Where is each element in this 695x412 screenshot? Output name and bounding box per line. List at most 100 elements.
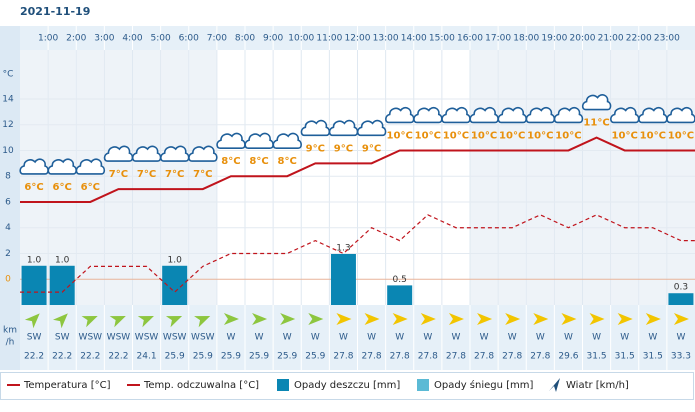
wind-speed: 27.8 (474, 352, 494, 362)
wind-direction: W (283, 333, 292, 343)
wind-speed: 31.5 (643, 352, 663, 362)
hour-label: 17:00 (485, 34, 511, 44)
rain-bar (162, 265, 188, 305)
wind-direction: W (255, 333, 264, 343)
wind-speed: 27.8 (390, 352, 410, 362)
wind-speed: 27.8 (530, 352, 550, 362)
wind-speed: 25.9 (221, 352, 241, 362)
hour-label: 18:00 (513, 34, 539, 44)
temperature-label: 9°C (334, 143, 353, 154)
hour-label: 19:00 (541, 34, 567, 44)
cloud (188, 145, 218, 162)
y-tick-label: 4 (5, 223, 11, 233)
wind-direction: SW (55, 333, 70, 343)
hour-label: 10:00 (288, 34, 314, 44)
arrow-shape (165, 315, 183, 328)
temperature-line (20, 136, 695, 203)
rain-label: 1.0 (27, 255, 42, 265)
wind-direction: SW (27, 333, 42, 343)
wind-speed: 27.8 (418, 352, 438, 362)
arrow-shape (392, 313, 408, 325)
temperature-label: 7°C (109, 169, 128, 180)
rain-bar (330, 254, 356, 305)
cloud (272, 132, 302, 150)
arrow-shape (561, 313, 577, 325)
wind-direction: WSW (135, 333, 159, 343)
wind-arrow (165, 315, 183, 328)
wind-speed: 27.8 (502, 352, 522, 362)
wind-speed: 22.2 (108, 352, 128, 362)
wind-speed: 25.9 (165, 352, 185, 362)
hour-label: 6:00 (179, 34, 199, 44)
weather-icon (188, 145, 218, 162)
arrow-shape (448, 313, 464, 325)
temperature-label: 10°C (471, 130, 497, 141)
wind-speed: 31.5 (615, 352, 635, 362)
hour-label: 4:00 (122, 34, 142, 44)
wind-arrow (81, 315, 98, 328)
y-tick-label: 14 (2, 94, 14, 104)
legend-label: Temperatura [°C] (23, 380, 111, 391)
wind-arrow (308, 313, 324, 325)
hour-label: 8:00 (235, 34, 255, 44)
arrow-shape (24, 313, 40, 329)
wind-speed: 29.6 (558, 352, 578, 362)
wind-direction: WSW (191, 333, 215, 343)
hour-label: 21:00 (598, 34, 624, 44)
wind-direction: WSW (107, 333, 131, 343)
temperature-label: 10°C (443, 130, 469, 141)
wind-direction: W (592, 333, 601, 343)
wind-speed: 22.2 (24, 352, 44, 362)
wind-arrow (392, 313, 408, 325)
temperature-label: 8°C (221, 156, 240, 167)
y-unit: °C (3, 70, 14, 80)
wind-speed: 33.3 (671, 352, 691, 362)
temperature-label: 10°C (555, 130, 581, 141)
left-strip (0, 26, 20, 370)
wind-arrow (505, 313, 521, 325)
cloud (553, 106, 584, 124)
arrow-shape (477, 313, 493, 325)
wind-direction: W (480, 333, 489, 343)
weather-icon (75, 158, 106, 175)
wind-direction: W (676, 333, 685, 343)
wind-arrow (589, 313, 605, 325)
wind-speed: 22.2 (52, 352, 72, 362)
wind-arrow (24, 313, 40, 329)
arrow-shape (81, 315, 98, 328)
temperature-label: 7°C (165, 169, 184, 180)
wind-speed: 31.5 (587, 352, 607, 362)
wind-direction: W (226, 333, 235, 343)
wind-speed: 25.9 (249, 352, 269, 362)
wind-arrow (252, 313, 268, 325)
arrow-shape (336, 313, 352, 325)
y-tick-label: 0 (5, 275, 11, 285)
legend-label: Opady deszczu [mm] (294, 380, 400, 391)
rain-label: 1.0 (55, 255, 70, 265)
rain-bar (21, 265, 47, 305)
hour-label: 14:00 (401, 34, 427, 44)
wind-arrow (52, 313, 68, 329)
wind-arrow (617, 313, 633, 325)
arrow-shape (420, 313, 436, 325)
wind-arrow (364, 313, 380, 325)
hour-label: 1:00 (38, 34, 58, 44)
rain-label: 0.5 (393, 275, 407, 285)
wind-direction: W (339, 333, 348, 343)
wind-speed: 27.8 (446, 352, 466, 362)
arrow-shape (308, 313, 324, 325)
rain-bar (387, 285, 413, 305)
temperature-label: 11°C (583, 118, 609, 129)
arrow-shape (280, 313, 296, 325)
legend-label: Wiatr [km/h] (566, 380, 629, 391)
temperature-label: 8°C (249, 156, 268, 167)
weather-icon (581, 94, 612, 111)
arrow-shape (223, 313, 239, 325)
temperature-label: 10°C (640, 130, 666, 141)
hour-label: 22:00 (626, 34, 652, 44)
rain-bar (668, 293, 694, 305)
wind-arrow (477, 313, 493, 325)
rain-label: 1.0 (168, 255, 183, 265)
wind-direction: W (423, 333, 432, 343)
hour-label: 3:00 (94, 34, 114, 44)
